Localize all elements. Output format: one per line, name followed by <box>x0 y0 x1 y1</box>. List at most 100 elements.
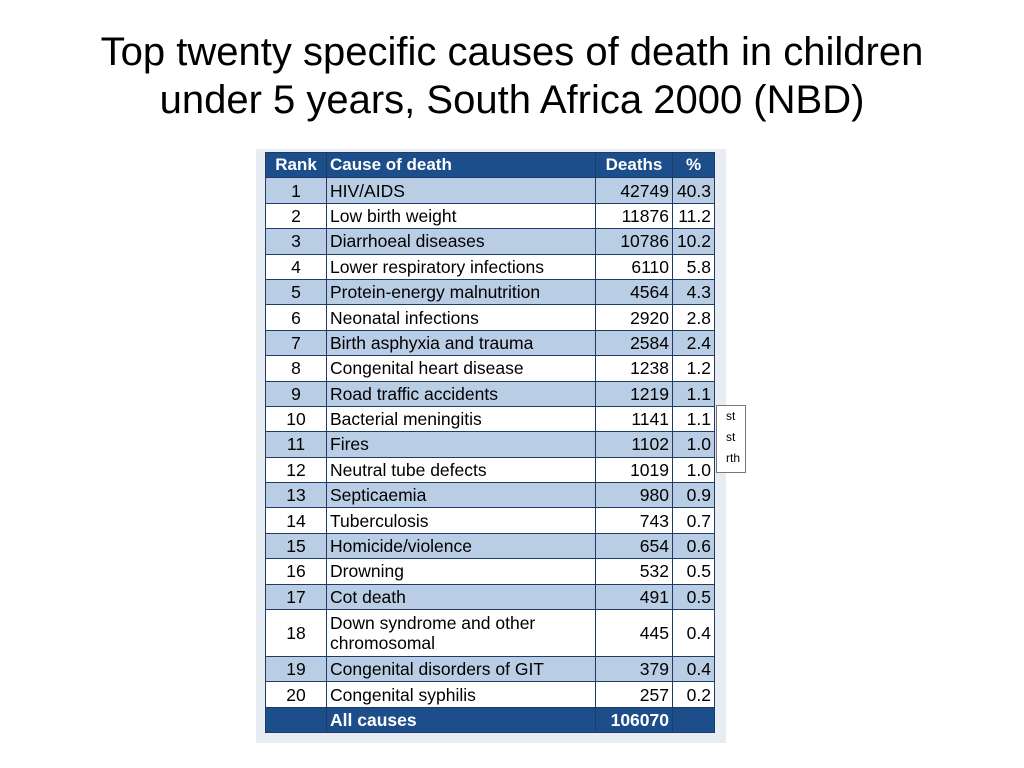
cause-cell: Diarrhoeal diseases <box>326 228 596 255</box>
deaths-cell: 42749 <box>595 177 673 204</box>
table-row: 16 Drowning 532 0.5 <box>265 558 715 585</box>
side-note-line-3: rth <box>726 451 741 465</box>
percent-cell: 1.1 <box>672 405 715 433</box>
deaths-cell: 379 <box>595 656 673 683</box>
cause-cell: Congenital syphilis <box>326 681 596 708</box>
deaths-cell: 2584 <box>595 329 673 357</box>
table-row: 11 Fires 1102 1.0 <box>265 431 715 458</box>
cause-cell: Low birth weight <box>326 202 596 230</box>
rank-cell: 1 <box>265 177 327 204</box>
cause-cell: Birth asphyxia and trauma <box>326 329 596 357</box>
title-line-2: under 5 years, South Africa 2000 (NBD) <box>159 78 865 122</box>
percent-cell: 4.3 <box>672 278 715 306</box>
header-percent: % <box>672 151 715 179</box>
deaths-cell: 532 <box>595 558 673 585</box>
cause-cell: Homicide/violence <box>326 532 596 560</box>
slide-title: Top twenty specific causes of death in c… <box>20 28 1004 124</box>
percent-cell: 0.5 <box>672 558 715 585</box>
total-deaths-cell: 106070 <box>595 706 673 734</box>
table-row: 19 Congenital disorders of GIT 379 0.4 <box>265 656 715 683</box>
deaths-cell: 1238 <box>595 355 673 382</box>
side-note-line-1: st <box>726 409 736 423</box>
table-row: 10 Bacterial meningitis 1141 1.1 <box>265 405 715 433</box>
table-row: 20 Congenital syphilis 257 0.2 <box>265 681 715 708</box>
deaths-cell: 980 <box>595 482 673 509</box>
table-row: 9 Road traffic accidents 1219 1.1 <box>265 380 715 407</box>
rank-cell: 17 <box>265 583 327 611</box>
table-row: 7 Birth asphyxia and trauma 2584 2.4 <box>265 329 715 357</box>
deaths-cell: 6110 <box>595 253 673 280</box>
cause-cell: Road traffic accidents <box>326 380 596 407</box>
rank-cell: 14 <box>265 507 327 534</box>
deaths-cell: 1141 <box>595 405 673 433</box>
rank-cell: 16 <box>265 558 327 585</box>
cause-cell: Neutral tube defects <box>326 456 596 484</box>
header-rank: Rank <box>265 151 327 179</box>
rank-cell: 11 <box>265 431 327 458</box>
rank-cell: 20 <box>265 681 327 708</box>
table-row: 4 Lower respiratory infections 6110 5.8 <box>265 253 715 280</box>
table-row: 17 Cot death 491 0.5 <box>265 583 715 611</box>
cause-cell: Neonatal infections <box>326 304 596 331</box>
total-label-cell: All causes <box>326 706 596 734</box>
percent-cell: 0.4 <box>672 609 715 658</box>
percent-cell: 1.0 <box>672 431 715 458</box>
cause-cell: Tuberculosis <box>326 507 596 534</box>
cause-cell: Bacterial meningitis <box>326 405 596 433</box>
deaths-cell: 4564 <box>595 278 673 306</box>
cause-cell: Down syndrome and other chromosomal <box>326 609 596 658</box>
rank-cell: 10 <box>265 405 327 433</box>
cause-cell: HIV/AIDS <box>326 177 596 204</box>
partial-side-note: st st rth <box>716 405 746 473</box>
header-deaths: Deaths <box>595 151 673 179</box>
deaths-cell: 1219 <box>595 380 673 407</box>
cause-cell: Congenital heart disease <box>326 355 596 382</box>
rank-cell: 5 <box>265 278 327 306</box>
percent-cell: 1.0 <box>672 456 715 484</box>
deaths-cell: 1102 <box>595 431 673 458</box>
deaths-cell: 445 <box>595 609 673 658</box>
deaths-cell: 654 <box>595 532 673 560</box>
percent-cell: 0.2 <box>672 681 715 708</box>
rank-cell: 12 <box>265 456 327 484</box>
deaths-cell: 257 <box>595 681 673 708</box>
percent-cell: 0.9 <box>672 482 715 509</box>
causes-of-death-table: Rank Cause of death Deaths % 1 HIV/AIDS 42… <box>265 151 715 734</box>
total-row: All causes 106070 <box>265 706 715 734</box>
cause-cell: Drowning <box>326 558 596 585</box>
rank-cell: 13 <box>265 482 327 509</box>
table-row: 3 Diarrhoeal diseases 10786 10.2 <box>265 228 715 255</box>
rank-cell: 8 <box>265 355 327 382</box>
cause-cell: Congenital disorders of GIT <box>326 656 596 683</box>
table-row: 14 Tuberculosis 743 0.7 <box>265 507 715 534</box>
percent-cell: 0.4 <box>672 656 715 683</box>
table-row: 13 Septicaemia 980 0.9 <box>265 482 715 509</box>
deaths-cell: 1019 <box>595 456 673 484</box>
rank-cell: 2 <box>265 202 327 230</box>
deaths-cell: 2920 <box>595 304 673 331</box>
table-row: 8 Congenital heart disease 1238 1.2 <box>265 355 715 382</box>
table-row: 5 Protein-energy malnutrition 4564 4.3 <box>265 278 715 306</box>
table-row: 1 HIV/AIDS 42749 40.3 <box>265 177 715 204</box>
deaths-cell: 11876 <box>595 202 673 230</box>
table-row: 12 Neutral tube defects 1019 1.0 <box>265 456 715 484</box>
cause-cell: Protein-energy malnutrition <box>326 278 596 306</box>
rank-cell: 3 <box>265 228 327 255</box>
rank-cell: 9 <box>265 380 327 407</box>
percent-cell: 2.4 <box>672 329 715 357</box>
percent-cell: 0.5 <box>672 583 715 611</box>
rank-cell: 7 <box>265 329 327 357</box>
total-rank-cell <box>265 706 327 734</box>
table-row: 18 Down syndrome and other chromosomal 445… <box>265 609 715 658</box>
header-cause: Cause of death <box>326 151 596 179</box>
total-percent-cell <box>672 706 715 734</box>
side-note-line-2: st <box>726 430 736 444</box>
percent-cell: 0.7 <box>672 507 715 534</box>
percent-cell: 5.8 <box>672 253 715 280</box>
rank-cell: 6 <box>265 304 327 331</box>
table-row: 15 Homicide/violence 654 0.6 <box>265 532 715 560</box>
cause-cell: Lower respiratory infections <box>326 253 596 280</box>
rank-cell: 15 <box>265 532 327 560</box>
percent-cell: 1.2 <box>672 355 715 382</box>
deaths-cell: 10786 <box>595 228 673 255</box>
